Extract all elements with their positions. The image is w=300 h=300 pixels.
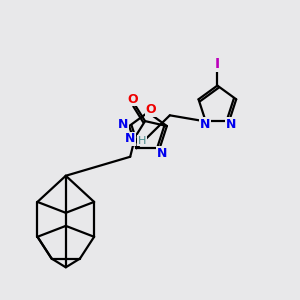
Text: N: N xyxy=(200,118,210,131)
Text: N: N xyxy=(157,147,167,160)
Text: O: O xyxy=(146,103,156,116)
Text: I: I xyxy=(215,57,220,71)
Text: N: N xyxy=(118,118,128,130)
Text: N: N xyxy=(125,132,135,146)
Text: N: N xyxy=(226,118,236,131)
Text: O: O xyxy=(127,93,137,106)
Text: H: H xyxy=(138,136,146,146)
